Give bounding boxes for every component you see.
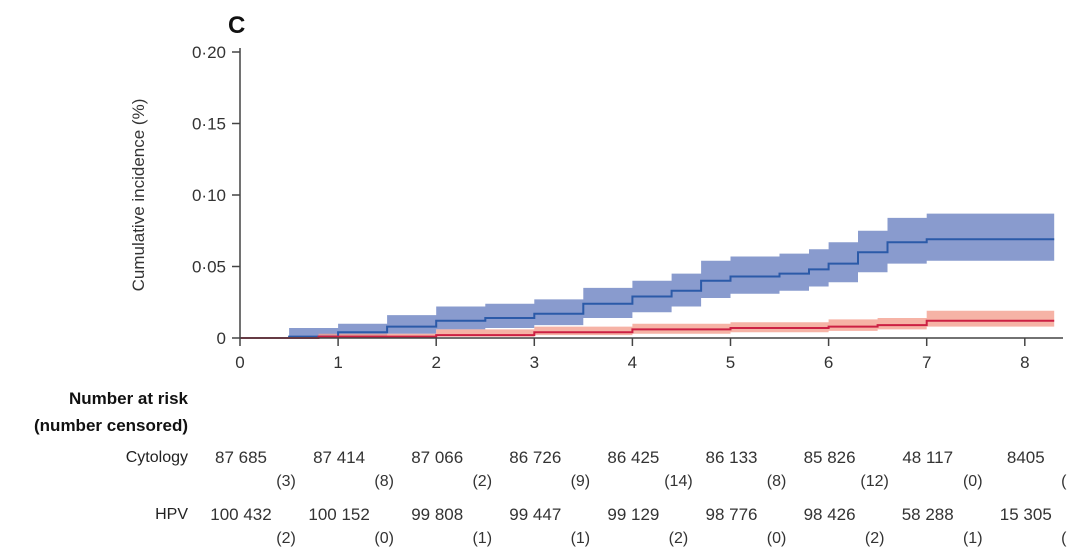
risk-row-label-cytology: Cytology <box>126 449 188 466</box>
risk-censored-hpv: (1) <box>472 530 492 547</box>
risk-count-hpv: 98 426 <box>804 505 856 524</box>
risk-censored-cytology: (12) <box>860 473 888 490</box>
risk-count-cytology: 87 066 <box>411 448 463 467</box>
y-tick-label: 0·05 <box>192 258 226 277</box>
risk-count-cytology: 86 425 <box>607 448 659 467</box>
risk-censored-cytology: (9) <box>571 473 591 490</box>
risk-censored-cytology: (0) <box>963 473 983 490</box>
risk-count-hpv: 100 152 <box>308 505 369 524</box>
risk-censored-cytology: (0) <box>1061 473 1067 490</box>
x-tick-label: 3 <box>530 353 539 372</box>
risk-censored-hpv: (1) <box>571 530 591 547</box>
risk-table-title: Number at risk <box>69 389 189 408</box>
risk-censored-hpv: (1) <box>963 530 983 547</box>
risk-censored-cytology: (2) <box>472 473 492 490</box>
x-tick-label: 4 <box>628 353 637 372</box>
x-tick-label: 6 <box>824 353 833 372</box>
x-tick-label: 8 <box>1020 353 1029 372</box>
risk-censored-hpv: (0) <box>1061 530 1067 547</box>
y-tick-label: 0·10 <box>192 186 226 205</box>
risk-censored-hpv: (0) <box>374 530 394 547</box>
y-tick-label: 0 <box>217 329 226 348</box>
risk-count-hpv: 99 129 <box>607 505 659 524</box>
series-line-cytology <box>240 238 1055 339</box>
risk-censored-cytology: (14) <box>664 473 692 490</box>
risk-censored-hpv: (2) <box>669 530 689 547</box>
y-axis-title: Cumulative incidence (%) <box>129 99 148 292</box>
risk-count-cytology: 8405 <box>1007 448 1045 467</box>
risk-count-cytology: 87 685 <box>215 448 267 467</box>
risk-count-hpv: 99 808 <box>411 505 463 524</box>
risk-censored-cytology: (8) <box>374 473 394 490</box>
risk-table-subtitle: (number censored) <box>34 416 188 435</box>
risk-count-cytology: 48 117 <box>902 448 953 467</box>
risk-count-hpv: 58 288 <box>902 505 954 524</box>
risk-count-hpv: 98 776 <box>706 505 758 524</box>
risk-count-cytology: 86 726 <box>509 448 561 467</box>
risk-count-hpv: 99 447 <box>509 505 561 524</box>
risk-count-cytology: 85 826 <box>804 448 856 467</box>
risk-censored-cytology: (8) <box>767 473 787 490</box>
x-tick-label: 5 <box>726 353 735 372</box>
risk-censored-hpv: (2) <box>276 530 296 547</box>
y-tick-label: 0·20 <box>192 43 226 62</box>
risk-censored-hpv: (2) <box>865 530 885 547</box>
risk-count-cytology: 87 414 <box>313 448 365 467</box>
ci-band-cytology <box>240 213 1055 338</box>
risk-count-cytology: 86 133 <box>706 448 758 467</box>
series-line-hpv <box>240 319 1055 339</box>
y-tick-label: 0·15 <box>192 115 226 134</box>
x-tick-label: 1 <box>333 353 342 372</box>
risk-row-label-hpv: HPV <box>155 506 188 523</box>
x-tick-label: 7 <box>922 353 931 372</box>
risk-censored-cytology: (3) <box>276 473 296 490</box>
risk-count-hpv: 15 305 <box>1000 505 1052 524</box>
panel-label: C <box>228 12 245 39</box>
x-tick-label: 0 <box>235 353 244 372</box>
x-tick-label: 2 <box>431 353 440 372</box>
risk-censored-hpv: (0) <box>767 530 787 547</box>
risk-count-hpv: 100 432 <box>210 505 271 524</box>
ci-band-hpv <box>240 310 1055 338</box>
